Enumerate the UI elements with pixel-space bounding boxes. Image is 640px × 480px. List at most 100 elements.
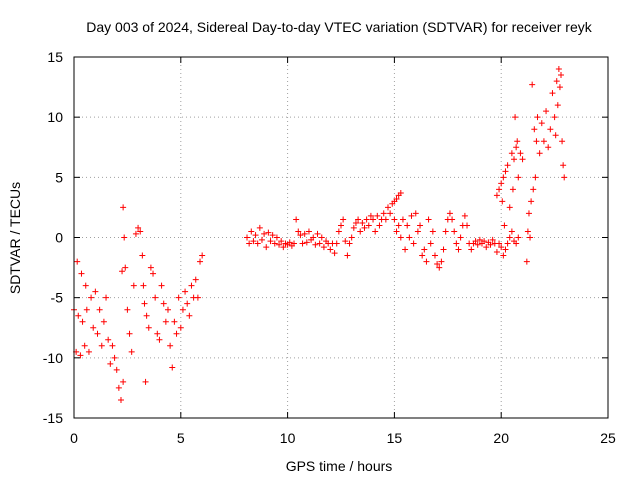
x-tick-label: 10 (280, 430, 296, 446)
data-point (333, 240, 340, 247)
data-point (538, 120, 545, 127)
data-point (94, 330, 101, 337)
data-point (141, 300, 148, 307)
data-point (442, 228, 449, 235)
data-point (119, 268, 126, 275)
x-tick-label: 0 (70, 430, 78, 446)
data-point (107, 360, 114, 367)
y-tick-labels: -15 -10 -5 0 5 10 15 (43, 49, 63, 426)
data-point (113, 366, 120, 373)
data-point (393, 195, 400, 202)
data-point (350, 224, 357, 231)
data-point (436, 264, 443, 271)
data-point (502, 246, 509, 253)
data-point (513, 240, 520, 247)
data-point (423, 258, 430, 265)
data-point (90, 324, 97, 331)
data-point (188, 282, 195, 289)
data-point (117, 396, 124, 403)
data-point (167, 342, 174, 349)
data-point (297, 232, 304, 239)
data-point (244, 234, 251, 241)
data-point (382, 216, 389, 223)
data-point (431, 252, 438, 259)
data-point (158, 282, 165, 289)
data-point (421, 246, 428, 253)
data-point (461, 212, 468, 219)
data-point (164, 306, 171, 313)
data-point (525, 210, 532, 217)
x-tick-labels: 0 5 10 15 20 25 (70, 430, 616, 446)
data-point (320, 244, 327, 251)
data-point (552, 132, 559, 139)
data-point (498, 180, 505, 187)
data-point (560, 162, 567, 169)
data-point (481, 238, 488, 245)
data-point (175, 294, 182, 301)
data-point (531, 126, 538, 133)
data-point (100, 318, 107, 325)
data-point (361, 224, 368, 231)
data-point (412, 210, 419, 217)
data-point (528, 198, 535, 205)
data-point (267, 238, 274, 245)
data-point (530, 186, 537, 193)
data-point (145, 324, 152, 331)
data-point (425, 216, 432, 223)
data-point (124, 306, 131, 313)
chart-title: Day 003 of 2024, Sidereal Day-to-day VTE… (86, 19, 592, 35)
data-point (316, 240, 323, 247)
data-point (160, 300, 167, 307)
data-point (269, 232, 276, 239)
data-point (156, 336, 163, 343)
data-point (305, 228, 312, 235)
data-point (162, 318, 169, 325)
data-point (504, 162, 511, 169)
data-point (182, 288, 189, 295)
data-point (340, 216, 347, 223)
data-point (122, 264, 129, 271)
data-point (399, 216, 406, 223)
x-axis-label: GPS time / hours (286, 458, 393, 474)
data-point (120, 204, 127, 211)
data-point (391, 216, 398, 223)
data-point (132, 230, 139, 237)
data-point (154, 330, 161, 337)
data-point (515, 174, 522, 181)
data-point (545, 144, 552, 151)
data-point (173, 330, 180, 337)
data-point (500, 252, 507, 259)
data-point (346, 240, 353, 247)
data-point (434, 260, 441, 267)
data-point (318, 234, 325, 241)
data-point (397, 189, 404, 196)
data-point (120, 378, 127, 385)
data-point (527, 234, 534, 241)
data-point (286, 239, 293, 246)
data-point (83, 306, 90, 313)
data-point (504, 240, 511, 247)
data-point (179, 306, 186, 313)
data-point (111, 354, 118, 361)
data-point (534, 114, 541, 121)
data-point (508, 228, 515, 235)
data-point (540, 138, 547, 145)
data-point (85, 348, 92, 355)
data-point (554, 102, 561, 109)
data-point (75, 312, 82, 319)
data-point (558, 72, 565, 79)
data-point (115, 384, 122, 391)
y-axis-label: SDTVAR / TECUs (7, 182, 23, 294)
data-marks (71, 66, 568, 403)
data-point (252, 232, 259, 239)
data-point (511, 156, 518, 163)
data-point (335, 228, 342, 235)
data-point (363, 216, 370, 223)
data-point (103, 294, 110, 301)
data-point (197, 258, 204, 265)
data-point (74, 258, 81, 265)
data-point (171, 318, 178, 325)
data-point (199, 252, 206, 259)
data-point (278, 238, 285, 245)
data-point (483, 244, 490, 251)
